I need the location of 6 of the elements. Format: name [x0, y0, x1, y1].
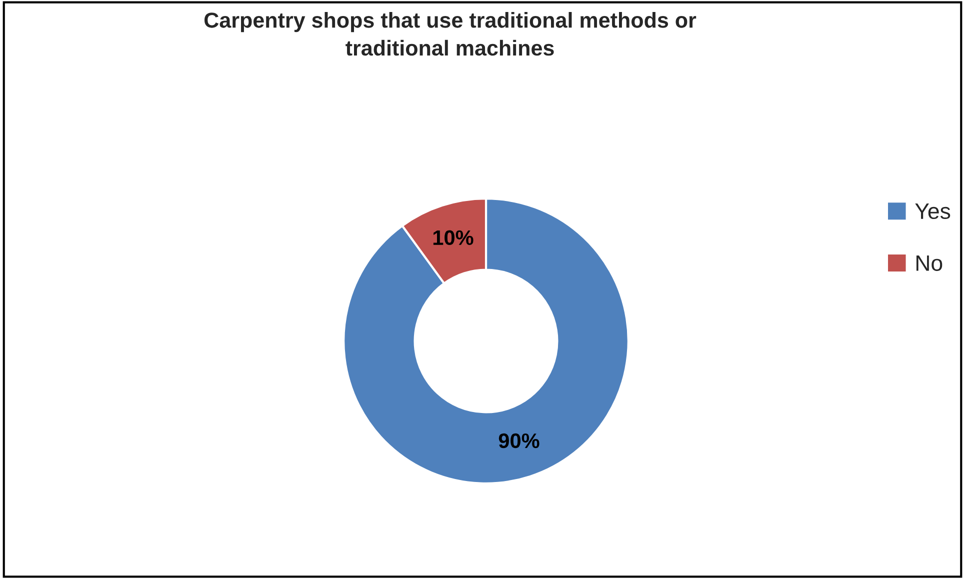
chart-title: Carpentry shops that use traditional methods or traditional machines — [204, 12, 696, 56]
donut-slice — [342, 198, 630, 484]
legend-label: No — [916, 255, 942, 271]
data-label: 90% — [498, 433, 540, 448]
data-label: 10% — [433, 230, 474, 246]
legend-label: Yes — [915, 204, 950, 220]
